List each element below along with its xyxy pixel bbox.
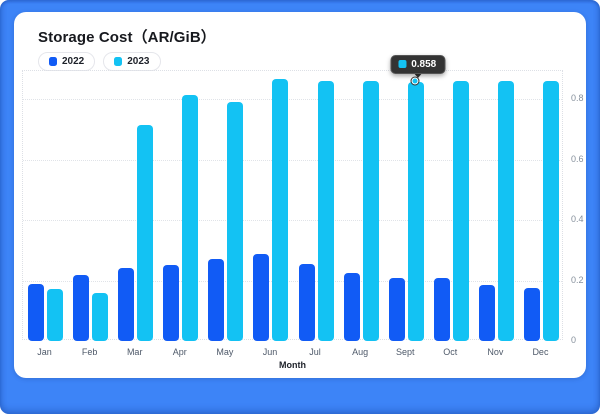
legend-item-2022[interactable]: 2022 <box>38 52 96 71</box>
bar-2023-jul[interactable] <box>317 80 334 341</box>
tooltip-series-swatch <box>398 60 407 69</box>
x-axis-tick-aug: Aug <box>352 347 369 357</box>
chart-card: Storage Cost（AR/GiB） 2022 2023 0 0.2 0.4 0.… <box>14 12 586 378</box>
y-axis-tick-0.4: 0.4 <box>571 214 584 225</box>
bar-2022-may[interactable] <box>208 258 225 341</box>
legend-swatch-2023 <box>114 57 123 66</box>
bar-2022-aug[interactable] <box>343 272 360 341</box>
bar-2023-dec[interactable] <box>542 80 559 341</box>
bar-2023-sept[interactable] <box>407 81 424 341</box>
bar-2023-nov[interactable] <box>497 80 514 341</box>
bar-2022-jan[interactable] <box>28 283 45 341</box>
bar-2023-feb[interactable] <box>92 293 109 341</box>
x-axis-tick-sept: Sept <box>395 347 415 357</box>
bar-2022-mar[interactable] <box>118 268 135 341</box>
tooltip-pointer-icon <box>412 71 423 78</box>
y-axis-tick-0: 0 <box>571 335 577 345</box>
bar-2023-apr[interactable] <box>182 94 199 341</box>
bar-2022-sept[interactable] <box>388 277 405 341</box>
y-axis-tick-0.6: 0.6 <box>571 153 584 164</box>
gridline-0.6 <box>23 159 562 161</box>
bar-2022-apr[interactable] <box>163 265 180 341</box>
chart-title: Storage Cost（AR/GiB） <box>38 29 216 46</box>
bar-2023-aug[interactable] <box>362 80 379 341</box>
bar-2023-mar[interactable] <box>137 124 154 341</box>
legend-item-2023[interactable]: 2023 <box>103 52 161 71</box>
legend-swatch-2022 <box>49 57 57 66</box>
gridline-0.2 <box>23 280 562 282</box>
legend-label-2022: 2022 <box>62 56 85 67</box>
x-axis-tick-apr: Apr <box>172 347 187 357</box>
x-axis-tick-jun: Jun <box>262 347 278 357</box>
gridline-0.4 <box>23 220 562 222</box>
tooltip-point-marker-icon <box>410 76 420 86</box>
bar-2022-feb[interactable] <box>73 275 90 341</box>
x-axis-tick-feb: Feb <box>81 347 98 357</box>
bar-2023-jan[interactable] <box>47 289 64 341</box>
gridline-0.8 <box>23 99 562 101</box>
tooltip: 0.858 <box>390 54 446 74</box>
bar-2022-jul[interactable] <box>298 263 315 341</box>
x-axis-tick-oct: Oct <box>443 347 458 357</box>
legend: 2022 2023 <box>38 52 161 71</box>
bar-2022-nov[interactable] <box>478 285 495 341</box>
x-axis-tick-jan: Jan <box>37 347 52 357</box>
x-axis-tick-dec: Dec <box>532 347 549 357</box>
x-axis-tick-nov: Nov <box>487 347 504 357</box>
bar-2023-oct[interactable] <box>452 80 469 341</box>
bar-2023-may[interactable] <box>227 102 244 341</box>
x-axis-tick-jul: Jul <box>309 347 321 357</box>
plot-area <box>22 70 563 341</box>
bar-2023-jun[interactable] <box>272 79 289 341</box>
bar-2022-dec[interactable] <box>523 288 540 341</box>
bar-2022-oct[interactable] <box>433 278 450 341</box>
x-axis-tick-mar: Mar <box>126 347 143 357</box>
x-axis-tick-may: May <box>216 347 234 357</box>
y-axis-tick-0.2: 0.2 <box>571 274 584 285</box>
bar-2022-jun[interactable] <box>253 253 270 341</box>
legend-label-2023: 2023 <box>127 56 150 67</box>
x-axis-title: Month <box>279 360 306 370</box>
y-axis-tick-0.8: 0.8 <box>571 93 584 104</box>
tooltip-value: 0.858 <box>411 58 437 70</box>
